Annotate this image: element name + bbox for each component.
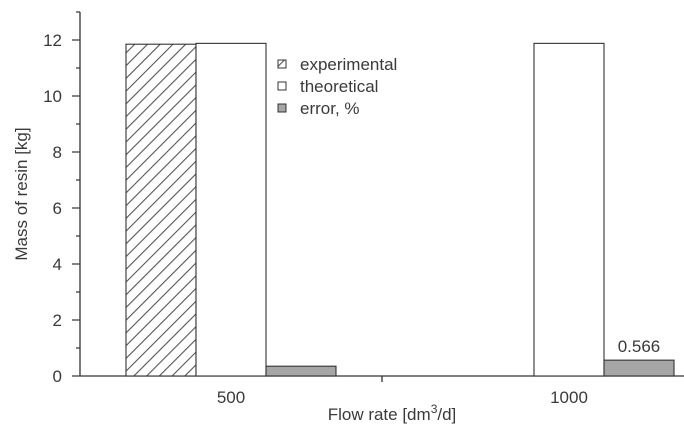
y-tick-label: 12 (43, 31, 62, 50)
x-axis-title-end: /d] (437, 405, 456, 424)
y-tick-label: 8 (53, 143, 62, 162)
y-tick-label: 6 (53, 199, 62, 218)
bar-error-500 (265, 365, 337, 377)
bar-experimental-500 (125, 43, 197, 377)
y-axis-tick-labels: 0 2 4 6 8 10 12 (43, 31, 62, 386)
legend-label-experimental: experimental (300, 55, 397, 74)
y-axis-ticks (72, 11, 80, 377)
legend-swatch-theoretical (277, 81, 287, 91)
y-tick-label: 0 (53, 367, 62, 386)
bar-theoretical-1000 (533, 42, 605, 377)
y-tick-label: 4 (53, 255, 62, 274)
y-tick-label: 2 (53, 311, 62, 330)
x-axis-tick-labels: 500 1000 (217, 388, 588, 407)
y-axis-title: Mass of resin [kg] (12, 127, 31, 260)
x-axis-title-main: Flow rate [dm (328, 405, 431, 424)
x-axis-title-superscript: 3 (431, 402, 438, 416)
legend-label-theoretical: theoretical (300, 77, 378, 96)
bar-theoretical-500 (195, 42, 267, 377)
legend-swatch-experimental (277, 59, 287, 69)
y-tick-label: 10 (43, 87, 62, 106)
x-tick-label: 500 (217, 388, 245, 407)
x-axis-title: Flow rate [dm3/d] (328, 402, 457, 424)
bar-error-1000 (603, 359, 675, 377)
legend-label-error: error, % (300, 99, 360, 118)
bars (125, 42, 675, 377)
data-label-error-1000: 0.566 (618, 337, 661, 356)
x-tick-label: 1000 (550, 388, 588, 407)
legend-swatch-error (277, 103, 287, 113)
legend: experimental theoretical error, % (277, 55, 397, 118)
